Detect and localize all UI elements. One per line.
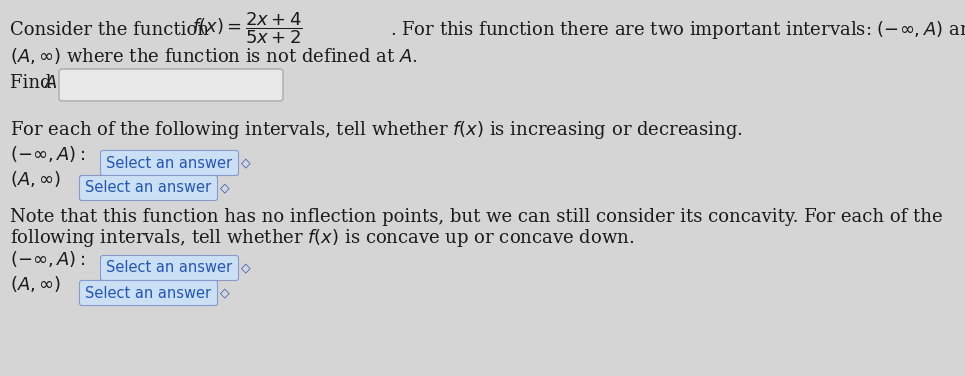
Text: Select an answer: Select an answer	[106, 156, 233, 170]
Text: ◇: ◇	[241, 156, 251, 170]
Text: $f(x)=\dfrac{2x+4}{5x+2}$: $f(x)=\dfrac{2x+4}{5x+2}$	[192, 10, 303, 46]
Text: Select an answer: Select an answer	[86, 285, 211, 300]
Text: Note that this function has no inflection points, but we can still consider its : Note that this function has no inflectio…	[10, 208, 943, 226]
Text: $A$: $A$	[44, 74, 58, 92]
Text: $(A,\infty)$ where the function is not defined at $A$.: $(A,\infty)$ where the function is not d…	[10, 46, 418, 66]
Text: $(-\infty, A):$: $(-\infty, A):$	[10, 144, 85, 164]
Text: $(-\infty, A):$: $(-\infty, A):$	[10, 249, 85, 269]
Text: For each of the following intervals, tell whether $f(x)$ is increasing or decrea: For each of the following intervals, tel…	[10, 119, 743, 141]
FancyBboxPatch shape	[100, 150, 238, 176]
Text: Consider the function: Consider the function	[10, 21, 215, 39]
FancyBboxPatch shape	[79, 176, 217, 200]
Text: ◇: ◇	[220, 287, 230, 300]
Text: $(A,\infty)$: $(A,\infty)$	[10, 169, 61, 189]
Text: Find: Find	[10, 74, 57, 92]
Text: following intervals, tell whether $f(x)$ is concave up or concave down.: following intervals, tell whether $f(x)$…	[10, 227, 634, 249]
Text: ◇: ◇	[220, 182, 230, 194]
FancyBboxPatch shape	[59, 69, 283, 101]
Text: . For this function there are two important intervals: $(-\infty, A)$ and: . For this function there are two import…	[390, 19, 965, 41]
Text: Select an answer: Select an answer	[106, 261, 233, 276]
Text: ◇: ◇	[241, 261, 251, 274]
Text: Select an answer: Select an answer	[86, 180, 211, 196]
FancyBboxPatch shape	[100, 256, 238, 280]
Text: $(A,\infty)$: $(A,\infty)$	[10, 274, 61, 294]
FancyBboxPatch shape	[79, 280, 217, 305]
